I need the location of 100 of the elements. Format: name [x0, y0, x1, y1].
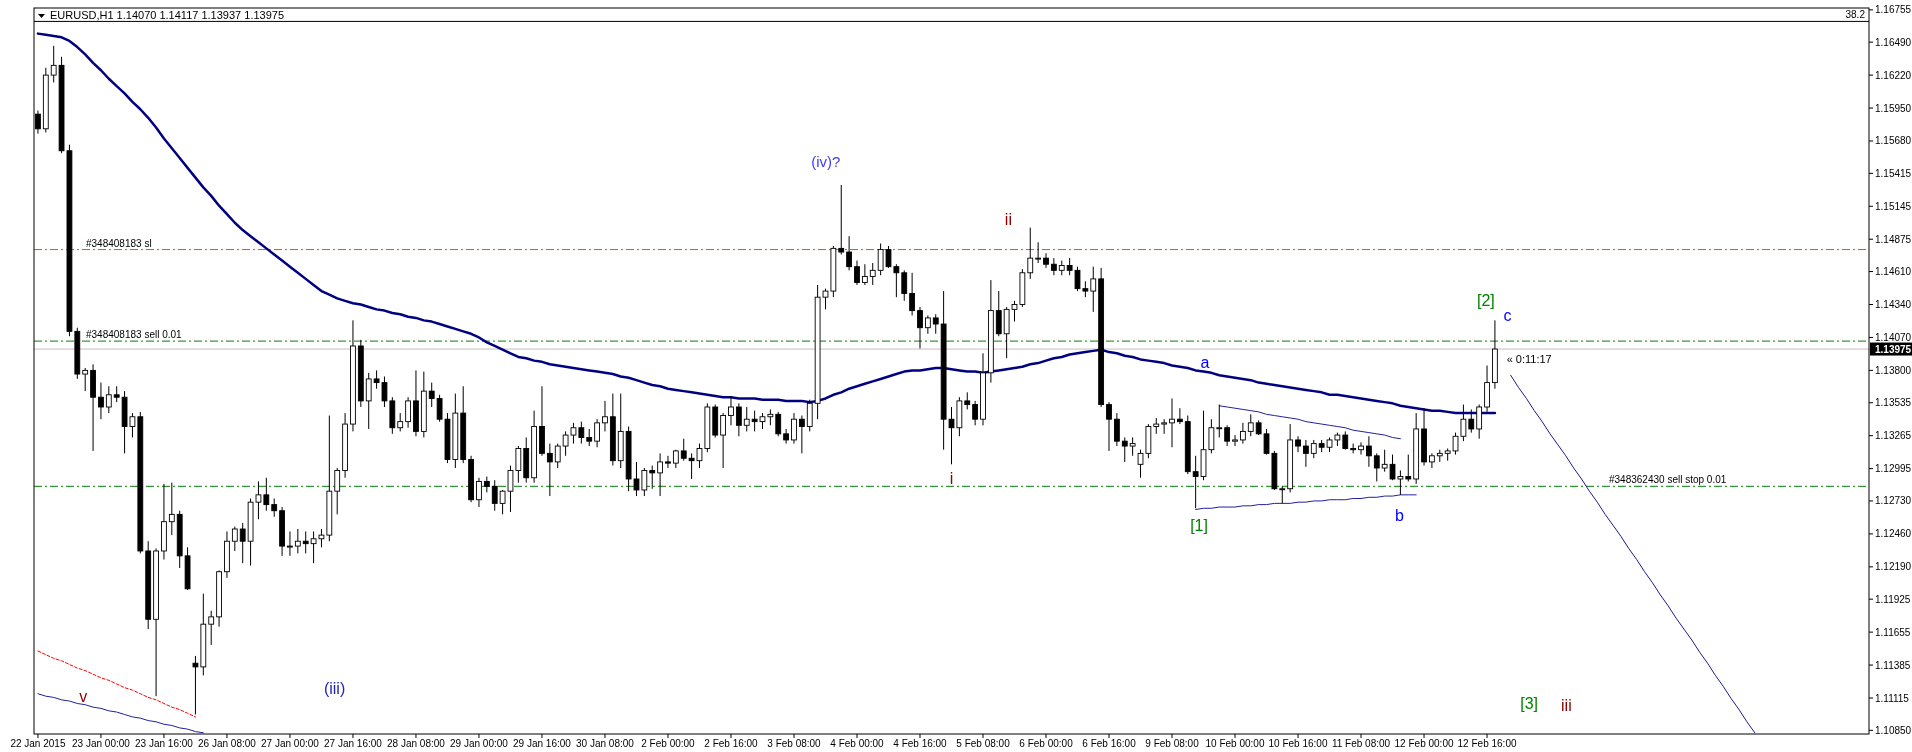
- candlestick: [798, 415, 805, 454]
- y-tick-label: 1.11115: [1875, 692, 1910, 704]
- ref-line-label: #348408183 sell 0.01: [86, 329, 183, 341]
- candlestick: [1129, 437, 1136, 457]
- candlestick: [995, 290, 1002, 337]
- x-tick-label: 9 Feb 08:00: [1145, 738, 1200, 749]
- candlestick: [1106, 401, 1112, 452]
- x-tick-label: 4 Feb 00:00: [830, 738, 885, 749]
- candlestick: [1240, 422, 1246, 445]
- y-tick-label: 1.14610: [1875, 266, 1912, 278]
- candlestick: [783, 428, 789, 445]
- y-tick-label: 1.14875: [1875, 233, 1912, 245]
- y-tick-label: 1.10850: [1875, 724, 1912, 736]
- candlestick: [1043, 252, 1049, 269]
- y-tick-label: 1.16755: [1875, 4, 1912, 16]
- candlestick: [1476, 404, 1483, 440]
- x-tick-label: 4 Feb 16:00: [893, 738, 948, 749]
- candlestick: [491, 479, 498, 512]
- annotation: a: [1200, 353, 1210, 371]
- y-tick-label: 1.12460: [1875, 528, 1912, 540]
- candlestick: [665, 455, 671, 469]
- x-tick-label: 12 Feb 00:00: [1394, 738, 1454, 749]
- x-tick-label: 11 Feb 08:00: [1331, 738, 1391, 749]
- candlestick: [728, 395, 734, 426]
- candlestick: [869, 262, 876, 286]
- candlestick: [1169, 397, 1175, 448]
- candlestick: [98, 382, 104, 420]
- x-tick-label: 23 Jan 00:00: [72, 738, 131, 749]
- candlestick: [602, 400, 608, 432]
- candlestick: [1247, 413, 1254, 437]
- candlestick: [294, 528, 301, 554]
- candlestick: [924, 314, 931, 335]
- y-tick-label: 1.14340: [1875, 299, 1912, 310]
- candlestick: [932, 313, 939, 335]
- y-tick-label: 1.12995: [1875, 463, 1912, 475]
- candlestick: [1035, 241, 1042, 264]
- candlestick: [546, 443, 553, 497]
- line-series: [37, 693, 204, 734]
- candlestick: [1405, 454, 1412, 482]
- chart-title: EURUSD,H1 1.14070 1.14117 1.13937 1.13975: [50, 9, 285, 21]
- candlestick: [476, 477, 482, 508]
- annotation: v: [79, 687, 88, 705]
- x-tick-label: 10 Feb 00:00: [1205, 738, 1265, 749]
- candlestick: [791, 412, 797, 445]
- candlestick: [861, 263, 868, 286]
- annotation: [1]: [1190, 516, 1208, 534]
- annotation: (iv)?: [811, 153, 841, 171]
- candlestick: [901, 269, 908, 302]
- candlestick: [1310, 439, 1317, 459]
- candlestick: [231, 526, 238, 552]
- x-tick-label: 2 Feb 00:00: [641, 738, 696, 749]
- candlestick: [82, 367, 89, 392]
- line-series: [1510, 374, 1756, 734]
- y-tick-label: 1.13265: [1875, 430, 1912, 442]
- candlestick: [168, 482, 175, 536]
- candlestick: [1216, 404, 1223, 438]
- candlestick: [1161, 418, 1168, 435]
- line-series: [1218, 405, 1401, 440]
- candlestick: [1232, 434, 1238, 447]
- candlestick: [972, 400, 979, 426]
- candlestick: [287, 530, 293, 557]
- y-tick-label: 1.11655: [1875, 626, 1911, 638]
- y-tick-label: 1.16220: [1875, 69, 1912, 81]
- y-tick-label: 1.11385: [1875, 659, 1911, 671]
- ref-line-label: #348362430 sell stop 0.01: [1609, 474, 1727, 486]
- y-tick-label: 1.14070: [1875, 331, 1912, 343]
- x-tick-label: 26 Jan 08:00: [198, 738, 257, 749]
- x-tick-label: 28 Jan 08:00: [387, 738, 446, 749]
- candlestick: [838, 184, 845, 255]
- annotation: iii: [1561, 697, 1572, 715]
- y-tick-label: 1.13800: [1875, 364, 1912, 376]
- candlestick: [735, 402, 742, 437]
- x-tick-label: 27 Jan 00:00: [261, 738, 320, 749]
- x-tick-label: 23 Jan 16:00: [135, 738, 194, 749]
- x-tick-label: 22 Jan 2015: [10, 738, 66, 749]
- x-tick-label: 30 Jan 08:00: [576, 738, 635, 749]
- candlestick: [405, 396, 411, 429]
- candlestick: [1224, 424, 1231, 447]
- x-tick-label: 12 Feb 16:00: [1457, 738, 1517, 749]
- line-series: [37, 650, 196, 718]
- annotation: c: [1503, 306, 1512, 324]
- y-tick-label: 1.12190: [1875, 561, 1912, 573]
- candlestick: [105, 385, 112, 414]
- x-tick-label: 2 Feb 16:00: [704, 738, 759, 749]
- candlestick: [743, 406, 750, 432]
- y-tick-label: 1.13535: [1875, 397, 1912, 409]
- candlestick: [680, 438, 687, 462]
- candlestick: [720, 412, 726, 469]
- x-tick-label: 29 Jan 00:00: [450, 738, 509, 749]
- candlestick: [1366, 435, 1372, 468]
- candlestick: [271, 498, 278, 518]
- annotation: [2]: [1476, 292, 1495, 310]
- y-tick-label: 1.15680: [1875, 135, 1912, 147]
- annotation: i: [949, 470, 954, 488]
- candlestick: [1177, 407, 1183, 425]
- annotation: b: [1394, 507, 1404, 525]
- annotation: 38.2: [1845, 9, 1866, 21]
- candlestick: [554, 443, 561, 469]
- candlestick: [1090, 266, 1097, 313]
- candlestick: [1303, 439, 1309, 468]
